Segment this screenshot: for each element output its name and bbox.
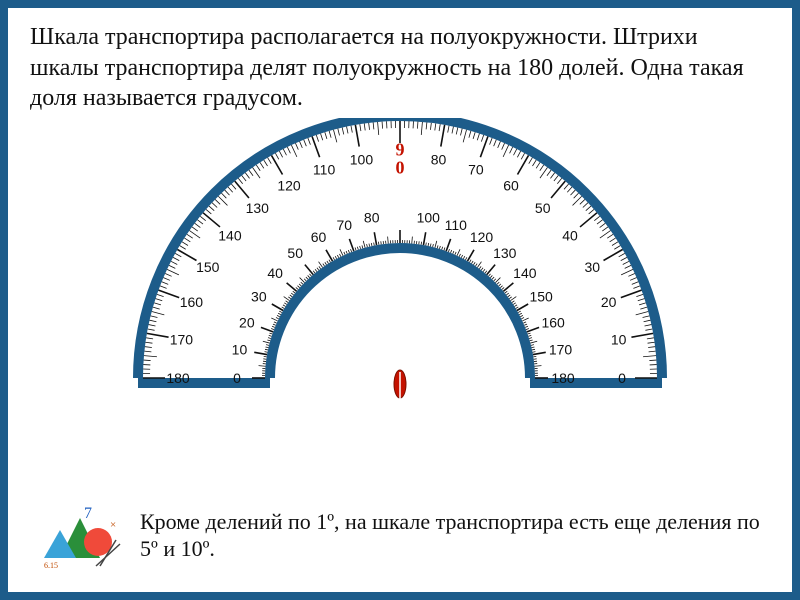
protractor-diagram: 1801701601501401301201101008070605040302… [30, 118, 770, 418]
svg-text:150: 150 [196, 259, 220, 275]
svg-text:9: 9 [396, 140, 405, 160]
svg-text:150: 150 [529, 289, 553, 305]
svg-text:60: 60 [311, 229, 327, 245]
svg-text:0: 0 [396, 158, 405, 178]
svg-text:50: 50 [535, 200, 551, 216]
math-clipart-icon: 7 × 6.15 [38, 500, 126, 570]
svg-text:×: × [110, 519, 116, 531]
svg-text:6.15: 6.15 [44, 561, 58, 570]
svg-text:20: 20 [601, 294, 617, 310]
bottom-row: 7 × 6.15 Кроме делений по 1º, на шкале т… [38, 500, 762, 570]
svg-text:100: 100 [350, 152, 374, 168]
svg-text:0: 0 [233, 370, 241, 386]
svg-text:130: 130 [246, 200, 270, 216]
svg-text:180: 180 [551, 370, 575, 386]
svg-text:7: 7 [84, 505, 92, 522]
svg-text:10: 10 [232, 342, 248, 358]
svg-text:140: 140 [218, 227, 242, 243]
svg-text:80: 80 [431, 152, 447, 168]
svg-text:110: 110 [445, 217, 468, 233]
svg-text:60: 60 [503, 178, 519, 194]
top-description: Шкала транспортира располагается на полу… [30, 22, 770, 114]
svg-text:40: 40 [267, 265, 283, 281]
svg-text:40: 40 [562, 227, 578, 243]
bottom-description: Кроме делений по 1º, на шкале транспорти… [140, 508, 762, 563]
svg-text:170: 170 [170, 332, 194, 348]
svg-text:10: 10 [611, 332, 627, 348]
svg-text:50: 50 [287, 245, 303, 261]
svg-text:0: 0 [618, 370, 626, 386]
svg-text:70: 70 [468, 162, 484, 178]
svg-text:140: 140 [513, 265, 537, 281]
svg-text:20: 20 [239, 314, 255, 330]
svg-text:80: 80 [364, 210, 380, 226]
svg-text:120: 120 [277, 178, 301, 194]
svg-text:170: 170 [549, 342, 573, 358]
svg-text:100: 100 [417, 210, 441, 226]
svg-text:110: 110 [313, 162, 336, 178]
svg-text:180: 180 [166, 370, 190, 386]
svg-text:30: 30 [584, 259, 600, 275]
svg-text:160: 160 [180, 294, 204, 310]
svg-text:160: 160 [541, 314, 565, 330]
svg-text:120: 120 [470, 229, 494, 245]
slide-frame: Шкала транспортира располагается на полу… [0, 0, 800, 600]
svg-text:30: 30 [251, 289, 267, 305]
svg-text:130: 130 [493, 245, 517, 261]
svg-text:70: 70 [336, 217, 352, 233]
